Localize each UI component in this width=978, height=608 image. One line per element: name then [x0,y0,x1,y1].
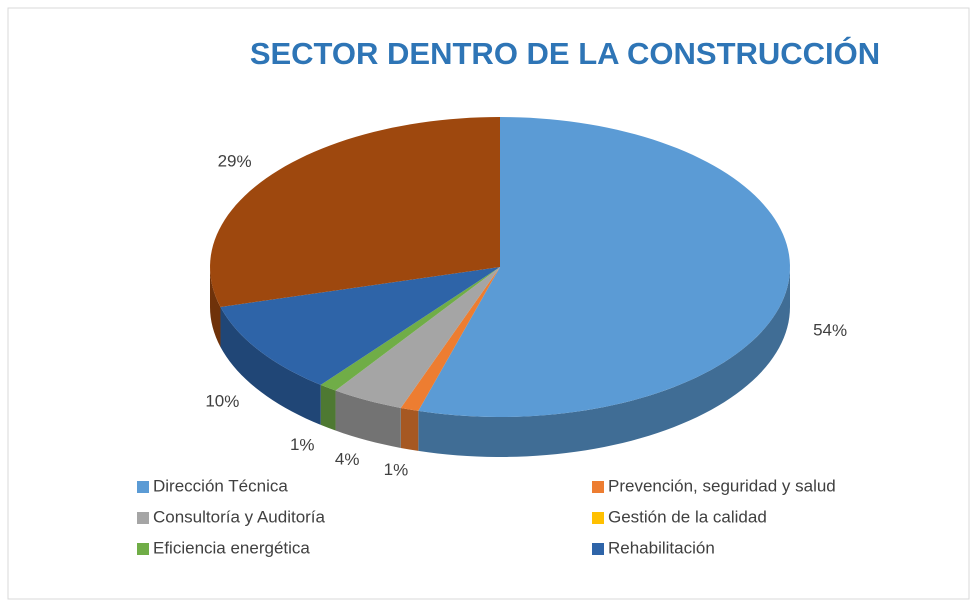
legend-label: Eficiencia energética [153,538,310,557]
legend-label: Prevención, seguridad y salud [608,476,836,495]
pie-side [220,306,321,425]
pie-slice [418,117,790,417]
pie-slice [335,267,500,408]
pie-slice [400,267,500,411]
pie-side [320,384,336,431]
data-label-value: 1 [384,460,393,479]
data-label: 4% [335,450,360,469]
pie-side [418,267,790,457]
pie-side [210,267,221,347]
pie-slice [320,267,500,391]
chart-title: SECTOR DENTRO DE LA CONSTRUCCIÓN [250,35,880,71]
data-label-value: 10 [205,392,224,411]
data-label-value: 1 [290,435,299,454]
legend-label: Gestión de la calidad [608,507,767,526]
data-label: 10% [205,392,239,411]
data-label-value: 4 [335,450,344,469]
data-label-value: 54 [813,321,832,340]
legend-label: Rehabilitación [608,538,715,557]
legend-swatch [137,543,149,555]
legend-label: Consultoría y Auditoría [153,507,326,526]
legend-swatch [137,481,149,493]
pie-side [335,390,401,448]
legend-swatch [592,543,604,555]
legend-swatch [137,512,149,524]
data-label: 54% [813,321,847,340]
data-label-value: 29 [218,152,237,171]
data-label: 1% [290,435,315,454]
legend-label: Dirección Técnica [153,476,288,495]
data-label: 29% [218,152,252,171]
legend-swatch [592,512,604,524]
legend-swatch [592,481,604,493]
pie-slice [210,117,500,307]
pie-side [400,407,419,451]
pie-slice [220,267,501,385]
data-label: 1% [384,460,409,479]
